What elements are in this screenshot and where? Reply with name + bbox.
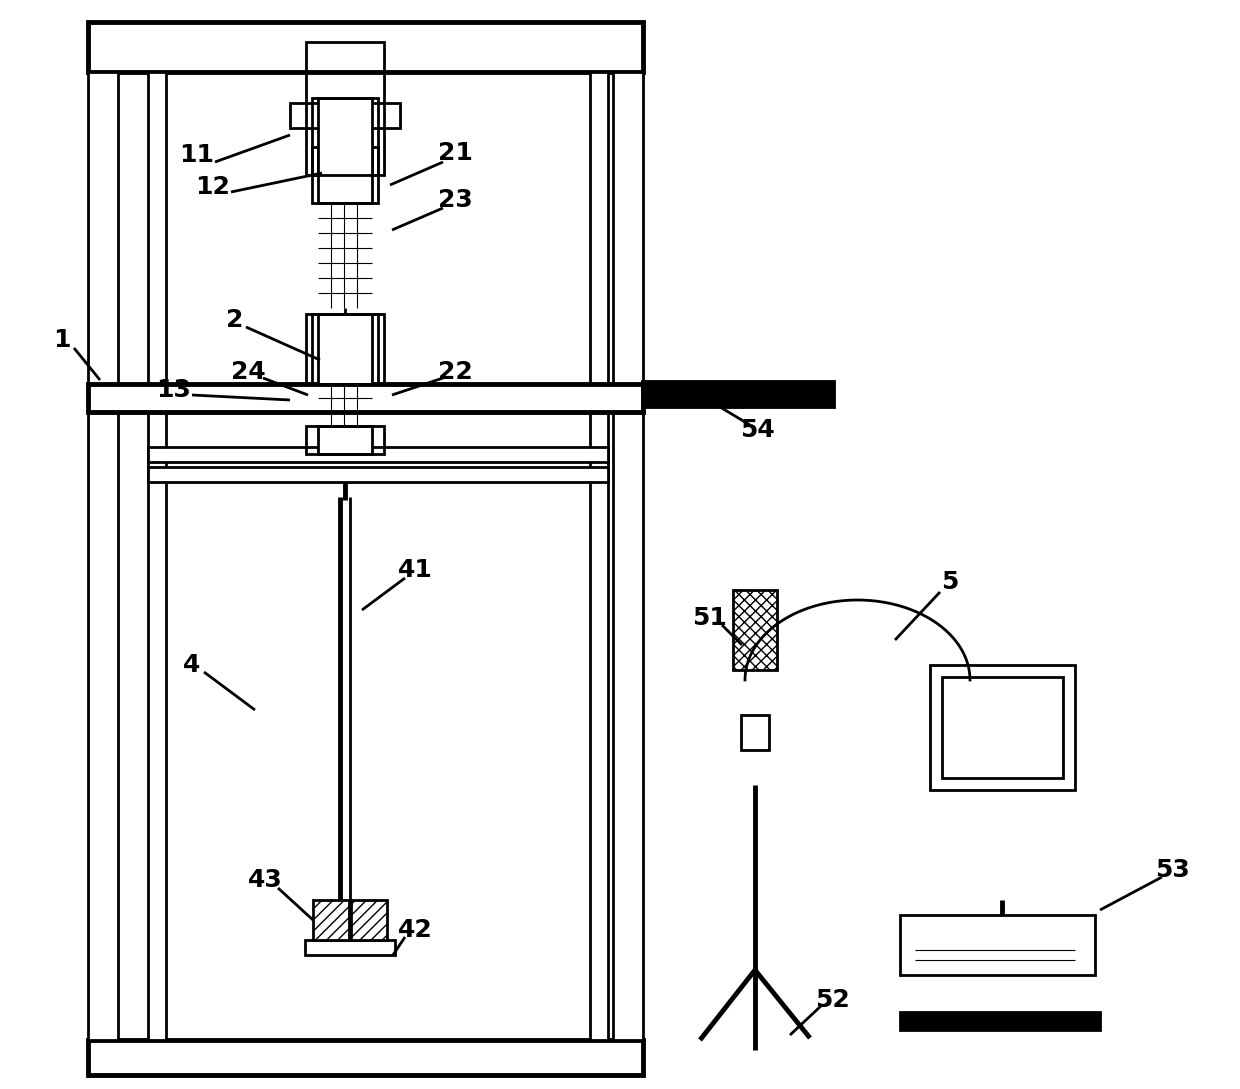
Bar: [644, 382, 833, 406]
Bar: [88, 72, 118, 1040]
Bar: [148, 72, 166, 1040]
Bar: [148, 467, 608, 482]
Bar: [312, 314, 378, 384]
Text: 23: 23: [438, 188, 472, 212]
Text: 11: 11: [180, 143, 215, 167]
Text: 22: 22: [438, 360, 472, 384]
Bar: [733, 590, 777, 670]
Text: 5: 5: [941, 570, 959, 594]
Bar: [305, 940, 396, 955]
Text: 41: 41: [398, 558, 433, 582]
Bar: [306, 42, 384, 175]
Bar: [312, 147, 378, 175]
Text: 52: 52: [815, 988, 849, 1012]
Bar: [317, 98, 372, 203]
Bar: [322, 130, 368, 152]
Bar: [312, 900, 348, 940]
Bar: [900, 915, 1095, 975]
Bar: [88, 1040, 644, 1075]
Text: 53: 53: [1154, 858, 1189, 882]
Bar: [88, 22, 644, 72]
Bar: [290, 103, 401, 129]
Bar: [900, 1012, 1100, 1030]
Text: 43: 43: [248, 868, 283, 892]
Text: 24: 24: [231, 360, 265, 384]
Text: 2: 2: [227, 308, 244, 332]
Bar: [942, 677, 1063, 778]
Text: 12: 12: [196, 175, 231, 199]
Bar: [590, 72, 608, 1040]
Bar: [613, 72, 644, 1040]
Bar: [306, 426, 384, 454]
Bar: [742, 715, 769, 750]
Bar: [148, 446, 608, 462]
Bar: [312, 98, 378, 203]
Bar: [306, 314, 384, 384]
Bar: [317, 147, 372, 175]
Bar: [317, 314, 372, 384]
Text: 42: 42: [398, 918, 433, 942]
Text: 13: 13: [156, 378, 191, 402]
Text: 21: 21: [438, 140, 472, 166]
Text: 1: 1: [53, 328, 71, 352]
Text: 4: 4: [184, 653, 201, 677]
Bar: [317, 426, 372, 454]
Bar: [351, 900, 387, 940]
Text: 54: 54: [739, 418, 774, 442]
Bar: [930, 665, 1075, 790]
Bar: [88, 384, 644, 412]
Text: 51: 51: [693, 605, 728, 631]
